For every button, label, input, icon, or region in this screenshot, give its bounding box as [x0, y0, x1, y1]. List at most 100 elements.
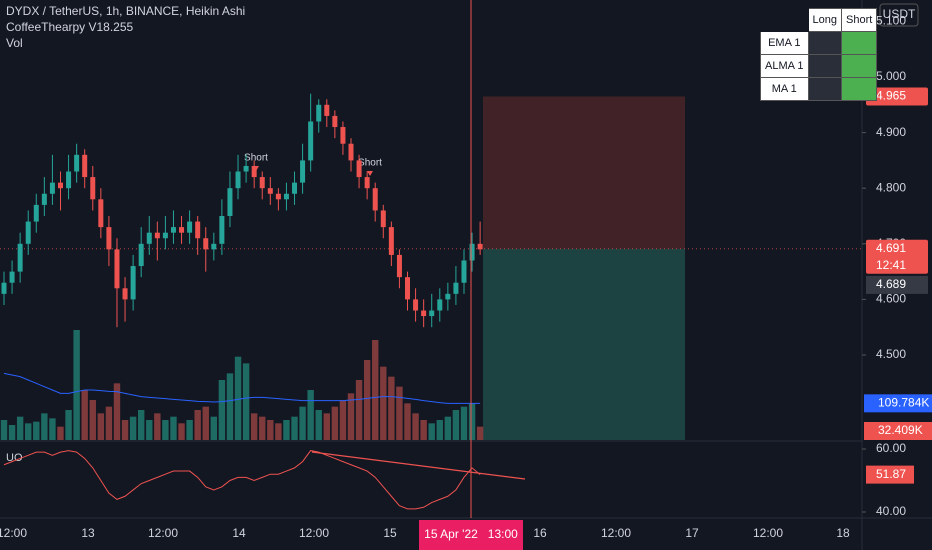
candle-body [469, 243, 475, 261]
candle-body [340, 127, 346, 144]
stop-badge [866, 87, 928, 106]
time-label: 12:00 [148, 526, 178, 540]
currency[interactable]: USDT [883, 7, 916, 21]
volume-bar [291, 416, 298, 440]
candle-body [324, 104, 330, 116]
candle-body [25, 221, 31, 244]
candle-body [170, 227, 176, 233]
volume-bar [105, 406, 113, 440]
indicator-name: CoffeeThearpy V18.255 [6, 20, 134, 34]
volume-bar [460, 406, 468, 440]
candle-body [1, 282, 7, 294]
volume-bar [323, 413, 330, 440]
candle-body [66, 171, 72, 189]
uo-tick-label: 40.00 [876, 504, 906, 518]
price-tick-label: 4.500 [876, 347, 906, 361]
table-header: Long [807, 8, 843, 32]
candle-body [405, 277, 410, 300]
volume-bar [81, 390, 88, 440]
volume-label: 32.409K [878, 423, 923, 437]
volume-bar [388, 376, 395, 440]
candle-body [251, 165, 257, 178]
candle-body [461, 260, 467, 283]
candle-body [74, 154, 80, 172]
candle-body [114, 249, 120, 289]
volume-bar [129, 416, 137, 440]
candle-body [154, 232, 160, 239]
candle-body [429, 310, 435, 317]
candle-body [380, 210, 386, 228]
candle-body [348, 143, 354, 161]
volume-bar [49, 418, 56, 440]
volume-bar [146, 420, 153, 440]
time-label: 18 [836, 526, 850, 540]
volume-bar [113, 383, 121, 440]
uo-tick-label: 60.00 [876, 441, 906, 455]
candle-body [9, 271, 15, 283]
volume-bar [25, 423, 32, 440]
row-label: EMA 1 [760, 31, 809, 55]
candle-body [372, 188, 378, 211]
volume-bar [97, 413, 105, 440]
volume-ma-label: 109.784K [878, 396, 929, 410]
candle-body [211, 243, 217, 250]
volume-bar [210, 416, 218, 440]
candle-body [316, 104, 322, 122]
volume-bar [363, 360, 371, 440]
candle-body [17, 243, 23, 272]
volume-bar [436, 420, 443, 440]
last-price-label: 4.689 [876, 277, 906, 291]
volume-bar [331, 406, 339, 440]
candle-body [82, 154, 88, 178]
short-marker: Short [358, 158, 382, 169]
uo-line [3, 450, 481, 510]
time-label: 12:00 [0, 526, 27, 540]
volume-bar [404, 403, 411, 440]
volume-bar [347, 393, 355, 440]
candle-body [33, 204, 39, 222]
time-label: 14 [232, 526, 246, 540]
target-zone [483, 248, 685, 440]
volume-bar [283, 420, 290, 440]
candle-body [356, 160, 362, 178]
candle-body [98, 199, 104, 228]
volume-bar [226, 373, 234, 440]
candle-body [243, 165, 249, 172]
candle-body [283, 193, 289, 200]
volume-bar [16, 416, 24, 440]
volume-badge [864, 422, 932, 440]
countdown: 12:41 [876, 258, 906, 272]
table-header: Short [841, 8, 878, 32]
volume-bar [57, 426, 64, 440]
currency-button[interactable] [879, 3, 919, 27]
candle-body [332, 115, 338, 128]
volume-bar [315, 410, 322, 440]
price-tick-label: 4.800 [876, 180, 906, 194]
symbol-title: DYDX / TetherUS, 1h, BINANCE, Heikin Ash… [6, 4, 245, 18]
time-label: 16 [533, 526, 547, 540]
candle-body [90, 177, 96, 200]
volume-bar [275, 423, 282, 440]
candle-body [41, 193, 47, 205]
candle-body [396, 254, 402, 278]
time-label: 12:00 [601, 526, 631, 540]
candle-body [49, 182, 55, 194]
candle-body [477, 243, 483, 250]
volume-bar [452, 410, 460, 440]
crosshair-time-badge [419, 520, 523, 550]
last-price-badge [866, 275, 928, 294]
volume-bar [299, 406, 306, 440]
candle-body [122, 288, 128, 300]
candle-body [106, 227, 112, 250]
volume-bar [8, 425, 16, 440]
candle-body [275, 193, 281, 200]
volume-bar [372, 340, 379, 440]
candle-body [453, 282, 459, 294]
price-tick-label: 4.900 [876, 125, 906, 139]
volume-ma-badge [864, 394, 932, 413]
volume-bar [307, 390, 314, 440]
candle-body [179, 227, 185, 233]
volume-label: Vol [6, 36, 23, 50]
